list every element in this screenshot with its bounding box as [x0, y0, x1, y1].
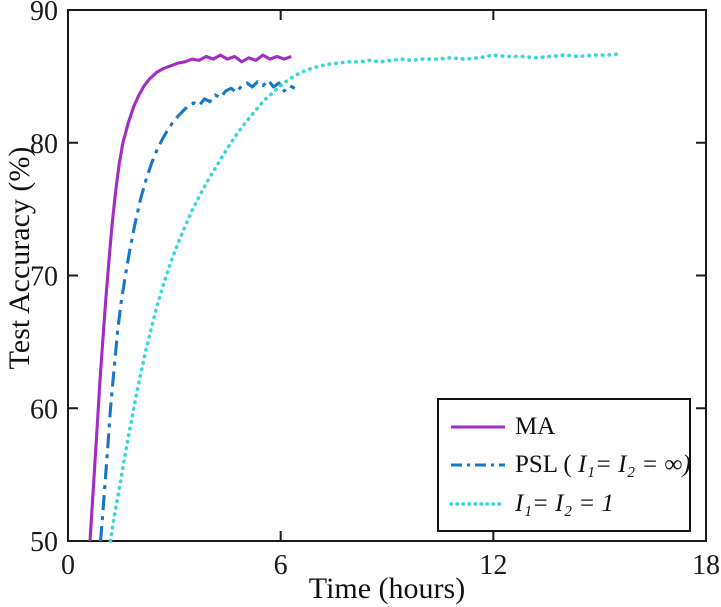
legend-line-sample-psl [451, 463, 505, 467]
x-axis-label: Time (hours) [308, 572, 466, 605]
y-tick-label: 80 [30, 129, 58, 160]
legend: MA PSL ( I₁= I₂ = ∞) I₁= I₂ = 1 [437, 398, 691, 532]
x-tick-label: 18 [692, 550, 720, 581]
legend-label-i1i2: I₁= I₂ = 1 [515, 490, 614, 518]
legend-label-i1i2-math: I₁= I₂ = 1 [515, 489, 615, 517]
legend-line-sample-i1i2 [449, 501, 507, 506]
legend-label-psl-math: I₁= I₂ = ∞) [577, 451, 691, 478]
legend-item-ma: MA [449, 413, 685, 441]
y-tick-label: 50 [30, 527, 58, 558]
y-tick-label: 90 [30, 0, 58, 27]
legend-line-sample-ma [451, 424, 505, 429]
legend-label-ma: MA [515, 413, 555, 441]
series-line-2 [108, 51, 623, 543]
x-tick-label: 0 [61, 550, 75, 581]
series-line-0 [88, 53, 292, 542]
series-line-1 [99, 78, 296, 542]
legend-label-ma-text: MA [515, 412, 556, 440]
legend-label-psl: PSL ( I₁= I₂ = ∞) [515, 451, 691, 479]
legend-label-psl-text: PSL ( [515, 451, 578, 478]
legend-item-psl: PSL ( I₁= I₂ = ∞) [449, 451, 691, 479]
x-tick-label: 6 [274, 550, 288, 581]
y-axis-label: Test Accuracy (%) [3, 146, 36, 370]
y-tick-label: 70 [30, 262, 58, 293]
x-tick-label: 12 [479, 550, 507, 581]
legend-item-i1i2: I₁= I₂ = 1 [449, 490, 685, 518]
y-tick-label: 60 [30, 394, 58, 425]
